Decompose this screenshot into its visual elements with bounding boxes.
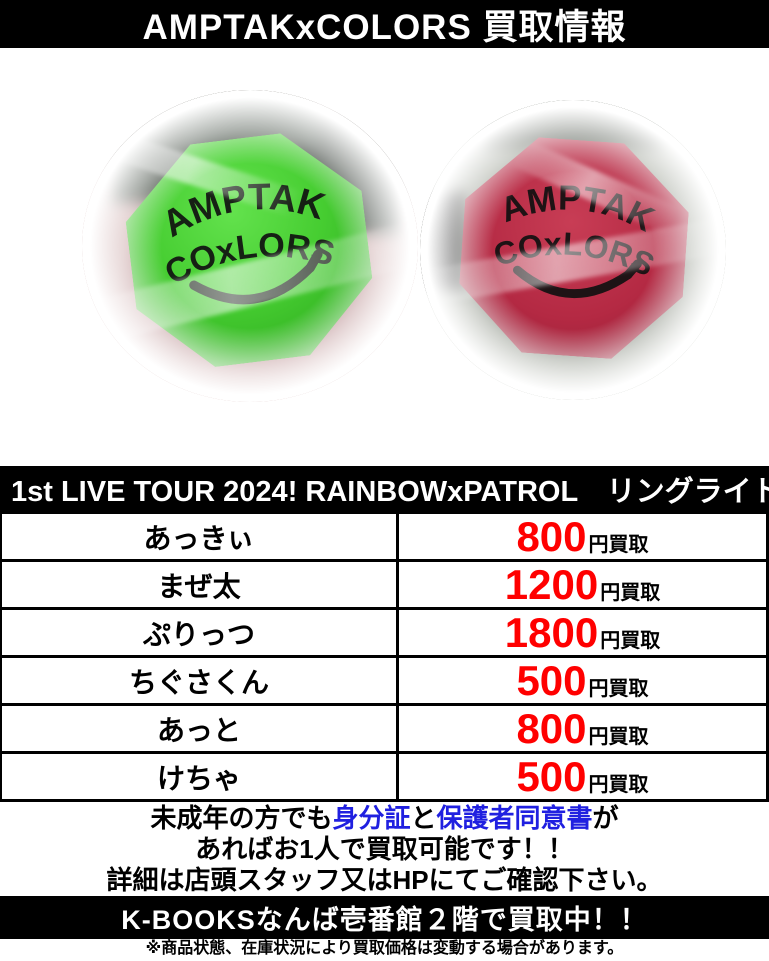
price-cell: 1200 円買取 <box>399 562 766 607</box>
parental-consent-text: 保護者同意書 <box>436 802 593 833</box>
photo-green-ring-light: AMPTAK COxLORS <box>82 90 418 402</box>
product-banner-title: 1st LIVE TOUR 2024! RAINBOWxPATROL リングライ… <box>11 475 769 508</box>
member-name: ちぐさくん <box>2 658 399 703</box>
id-document-text: 身分証 <box>332 802 411 833</box>
price-value: 1800 <box>504 609 599 656</box>
price-suffix: 円買取 <box>600 630 661 652</box>
price-suffix: 円買取 <box>600 582 661 604</box>
price-table: あっきぃ 800 円買取 まぜ太 1200 円買取 ぷりっつ 1800 円買取 … <box>0 511 769 802</box>
price-value: 1200 <box>504 561 599 608</box>
member-name: あっと <box>2 706 399 751</box>
price-cell: 500 円買取 <box>399 754 766 799</box>
price-suffix: 円買取 <box>588 774 649 796</box>
price-value: 800 <box>516 705 587 752</box>
table-row: あっと 800 円買取 <box>2 706 766 754</box>
price-disclaimer: ※商品状態、在庫状況により買取価格は変動する場合があります。 <box>0 939 769 961</box>
price-cell: 800 円買取 <box>399 706 766 751</box>
photo-green-scene: AMPTAK COxLORS <box>82 90 418 402</box>
price-suffix: 円買取 <box>588 726 649 748</box>
member-name: けちゃ <box>2 754 399 799</box>
price-suffix: 円買取 <box>588 534 649 556</box>
notice-text: が <box>592 802 619 833</box>
price-cell: 500 円買取 <box>399 658 766 703</box>
notice-line-3: 詳細は店頭スタッフ又はHPにてご確認下さい。 <box>106 864 663 895</box>
page-title-banner: AMPTAKxCOLORS 買取情報 <box>0 0 769 48</box>
page-title: AMPTAKxCOLORS 買取情報 <box>142 7 627 47</box>
table-row: まぜ太 1200 円買取 <box>2 562 766 610</box>
notice-text: 未成年の方でも <box>150 802 333 833</box>
price-suffix: 円買取 <box>588 678 649 700</box>
price-value: 500 <box>516 753 587 800</box>
notice-line-1: 未成年の方でも身分証と保護者同意書が <box>150 803 618 834</box>
price-value: 500 <box>516 657 587 704</box>
disclaimer-text: ※商品状態、在庫状況により買取価格は変動する場合があります。 <box>145 940 624 957</box>
photo-red-scene: AMPTAK COxLORS <box>420 100 726 400</box>
price-cell: 800 円買取 <box>399 514 766 559</box>
price-value: 800 <box>516 513 587 560</box>
notice-line-2: あればお1人で買取可能です！！ <box>195 833 574 864</box>
store-banner: K-BOOKSなんば壱番館２階で買取中！！ <box>0 896 769 939</box>
notice-text: と <box>410 802 437 833</box>
price-cell: 1800 円買取 <box>399 610 766 655</box>
store-banner-text: K-BOOKSなんば壱番館２階で買取中！！ <box>121 905 648 935</box>
product-photos: AMPTAK COxLORS <box>0 48 769 466</box>
table-row: けちゃ 500 円買取 <box>2 754 766 802</box>
photo-vignette <box>82 90 418 402</box>
table-row: ちぐさくん 500 円買取 <box>2 658 766 706</box>
member-name: ぷりっつ <box>2 610 399 655</box>
minor-buyback-notice: 未成年の方でも身分証と保護者同意書が あればお1人で買取可能です！！ 詳細は店頭… <box>0 802 769 896</box>
photo-red-ring-light: AMPTAK COxLORS <box>420 100 726 400</box>
table-row: ぷりっつ 1800 円買取 <box>2 610 766 658</box>
table-row: あっきぃ 800 円買取 <box>2 514 766 562</box>
photo-vignette <box>420 100 726 400</box>
member-name: あっきぃ <box>2 514 399 559</box>
member-name: まぜ太 <box>2 562 399 607</box>
product-banner: 1st LIVE TOUR 2024! RAINBOWxPATROL リングライ… <box>0 466 769 511</box>
